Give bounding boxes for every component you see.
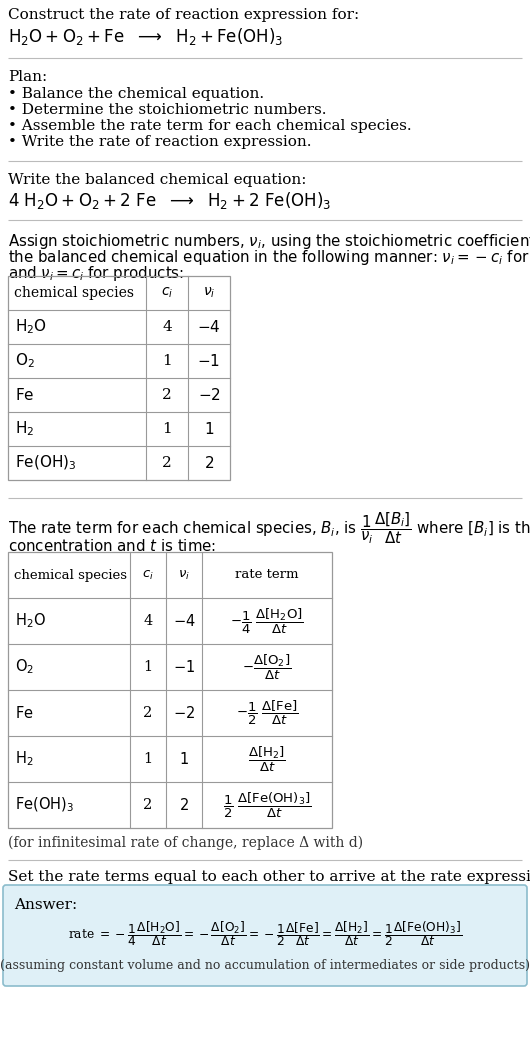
Text: $1$: $1$ — [204, 420, 214, 437]
Text: $\mathrm{Fe(OH)_3}$: $\mathrm{Fe(OH)_3}$ — [15, 796, 74, 814]
Text: Write the balanced chemical equation:: Write the balanced chemical equation: — [8, 173, 306, 187]
Text: $2$: $2$ — [179, 797, 189, 813]
Text: 1: 1 — [144, 752, 153, 766]
Bar — [8, 552, 332, 828]
Text: Set the rate terms equal to each other to arrive at the rate expression:: Set the rate terms equal to each other t… — [8, 870, 530, 884]
Text: $\mathrm{Fe(OH)_3}$: $\mathrm{Fe(OH)_3}$ — [15, 454, 76, 472]
Text: $\nu_i$: $\nu_i$ — [203, 286, 215, 300]
Text: $\dfrac{\Delta[\mathrm{H_2}]}{\Delta t}$: $\dfrac{\Delta[\mathrm{H_2}]}{\Delta t}$ — [248, 745, 286, 774]
Text: • Determine the stoichiometric numbers.: • Determine the stoichiometric numbers. — [8, 103, 326, 117]
Text: 1: 1 — [144, 660, 153, 674]
Text: $c_i$: $c_i$ — [142, 568, 154, 582]
Text: the balanced chemical equation in the following manner: $\nu_i = -c_i$ for react: the balanced chemical equation in the fo… — [8, 248, 530, 267]
Text: 2: 2 — [144, 798, 153, 812]
Text: $\mathrm{H_2O}$: $\mathrm{H_2O}$ — [15, 612, 46, 631]
Text: rate $= -\dfrac{1}{4}\dfrac{\Delta[\mathrm{H_2O}]}{\Delta t} = -\dfrac{\Delta[\m: rate $= -\dfrac{1}{4}\dfrac{\Delta[\math… — [68, 919, 462, 949]
Text: $\mathrm{H_2}$: $\mathrm{H_2}$ — [15, 750, 33, 769]
Text: 1: 1 — [162, 422, 172, 436]
Text: Construct the rate of reaction expression for:: Construct the rate of reaction expressio… — [8, 8, 359, 22]
Text: (assuming constant volume and no accumulation of intermediates or side products): (assuming constant volume and no accumul… — [0, 959, 530, 973]
Text: $-4$: $-4$ — [197, 319, 221, 335]
Text: $\mathrm{O_2}$: $\mathrm{O_2}$ — [15, 351, 35, 370]
Text: $1$: $1$ — [179, 751, 189, 767]
Text: 1: 1 — [162, 354, 172, 368]
Text: 2: 2 — [162, 456, 172, 470]
Text: Answer:: Answer: — [14, 899, 77, 912]
Text: (for infinitesimal rate of change, replace Δ with d): (for infinitesimal rate of change, repla… — [8, 836, 363, 850]
Text: • Balance the chemical equation.: • Balance the chemical equation. — [8, 87, 264, 101]
Text: $\mathrm{O_2}$: $\mathrm{O_2}$ — [15, 658, 34, 677]
Text: 4: 4 — [144, 614, 153, 628]
Text: $\nu_i$: $\nu_i$ — [178, 568, 190, 582]
Text: rate term: rate term — [235, 568, 299, 582]
Text: and $\nu_i = c_i$ for products:: and $\nu_i = c_i$ for products: — [8, 264, 184, 283]
Text: $-\dfrac{1}{2}\ \dfrac{\Delta[\mathrm{Fe}]}{\Delta t}$: $-\dfrac{1}{2}\ \dfrac{\Delta[\mathrm{Fe… — [236, 699, 298, 727]
Text: The rate term for each chemical species, $B_i$, is $\dfrac{1}{\nu_i}\dfrac{\Delt: The rate term for each chemical species,… — [8, 510, 530, 546]
Text: $-2$: $-2$ — [173, 705, 195, 721]
Text: Assign stoichiometric numbers, $\nu_i$, using the stoichiometric coefficients, $: Assign stoichiometric numbers, $\nu_i$, … — [8, 232, 530, 251]
Text: chemical species: chemical species — [14, 286, 134, 300]
Text: $\mathrm{H_2O + O_2 + Fe\ \ \longrightarrow\ \ H_2 + Fe(OH)_3}$: $\mathrm{H_2O + O_2 + Fe\ \ \longrightar… — [8, 26, 284, 47]
Text: $-\dfrac{\Delta[\mathrm{O_2}]}{\Delta t}$: $-\dfrac{\Delta[\mathrm{O_2}]}{\Delta t}… — [242, 653, 292, 682]
Text: $\dfrac{1}{2}\ \dfrac{\Delta[\mathrm{Fe(OH)_3}]}{\Delta t}$: $\dfrac{1}{2}\ \dfrac{\Delta[\mathrm{Fe(… — [223, 791, 311, 820]
Text: Plan:: Plan: — [8, 70, 47, 84]
Text: $-2$: $-2$ — [198, 387, 220, 403]
Text: concentration and $t$ is time:: concentration and $t$ is time: — [8, 538, 216, 554]
Text: $c_i$: $c_i$ — [161, 286, 173, 300]
Text: $\mathrm{H_2O}$: $\mathrm{H_2O}$ — [15, 318, 47, 337]
Text: $-1$: $-1$ — [198, 353, 220, 369]
Text: 2: 2 — [162, 388, 172, 402]
Text: $\mathrm{4\ H_2O + O_2 + 2\ Fe\ \ \longrightarrow\ \ H_2 + 2\ Fe(OH)_3}$: $\mathrm{4\ H_2O + O_2 + 2\ Fe\ \ \longr… — [8, 190, 331, 211]
Text: $-4$: $-4$ — [173, 613, 196, 629]
Text: $-\dfrac{1}{4}\ \dfrac{\Delta[\mathrm{H_2O}]}{\Delta t}$: $-\dfrac{1}{4}\ \dfrac{\Delta[\mathrm{H_… — [230, 607, 304, 636]
Text: chemical species: chemical species — [14, 568, 127, 582]
Bar — [8, 276, 230, 480]
Text: $\mathrm{H_2}$: $\mathrm{H_2}$ — [15, 419, 34, 438]
Text: $2$: $2$ — [204, 455, 214, 471]
Text: 4: 4 — [162, 320, 172, 334]
Text: $\mathrm{Fe}$: $\mathrm{Fe}$ — [15, 705, 34, 721]
FancyBboxPatch shape — [3, 885, 527, 986]
Text: • Write the rate of reaction expression.: • Write the rate of reaction expression. — [8, 135, 312, 149]
Text: 2: 2 — [144, 706, 153, 720]
Text: $-1$: $-1$ — [173, 659, 195, 675]
Text: $\mathrm{Fe}$: $\mathrm{Fe}$ — [15, 387, 34, 403]
Text: • Assemble the rate term for each chemical species.: • Assemble the rate term for each chemic… — [8, 119, 412, 133]
